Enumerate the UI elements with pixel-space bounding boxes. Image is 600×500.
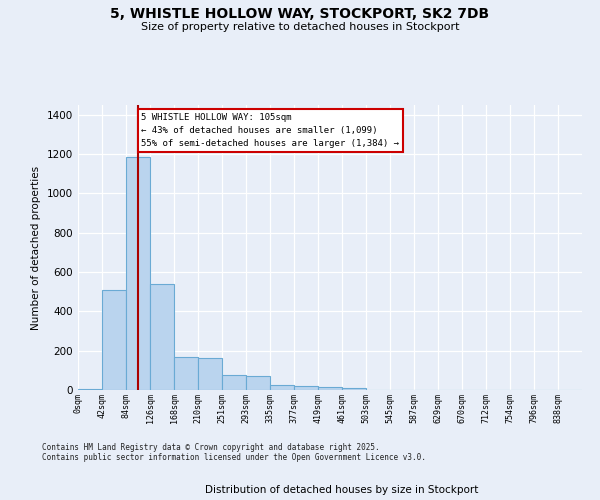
Bar bbox=[222, 376, 246, 390]
Y-axis label: Number of detached properties: Number of detached properties bbox=[31, 166, 41, 330]
Bar bbox=[270, 385, 294, 390]
Bar bbox=[102, 290, 126, 390]
Bar bbox=[150, 284, 174, 390]
Text: Contains HM Land Registry data © Crown copyright and database right 2025.
Contai: Contains HM Land Registry data © Crown c… bbox=[42, 442, 426, 462]
Bar bbox=[126, 157, 150, 390]
Text: 5 WHISTLE HOLLOW WAY: 105sqm
← 43% of detached houses are smaller (1,099)
55% of: 5 WHISTLE HOLLOW WAY: 105sqm ← 43% of de… bbox=[142, 113, 400, 148]
Text: Size of property relative to detached houses in Stockport: Size of property relative to detached ho… bbox=[141, 22, 459, 32]
Bar bbox=[78, 389, 102, 390]
Bar bbox=[174, 356, 198, 390]
Bar bbox=[318, 387, 342, 390]
Text: 5, WHISTLE HOLLOW WAY, STOCKPORT, SK2 7DB: 5, WHISTLE HOLLOW WAY, STOCKPORT, SK2 7D… bbox=[110, 8, 490, 22]
Bar bbox=[246, 376, 270, 390]
Bar bbox=[198, 358, 222, 390]
Bar bbox=[342, 388, 366, 390]
Text: Distribution of detached houses by size in Stockport: Distribution of detached houses by size … bbox=[205, 485, 479, 495]
Bar bbox=[294, 386, 318, 390]
